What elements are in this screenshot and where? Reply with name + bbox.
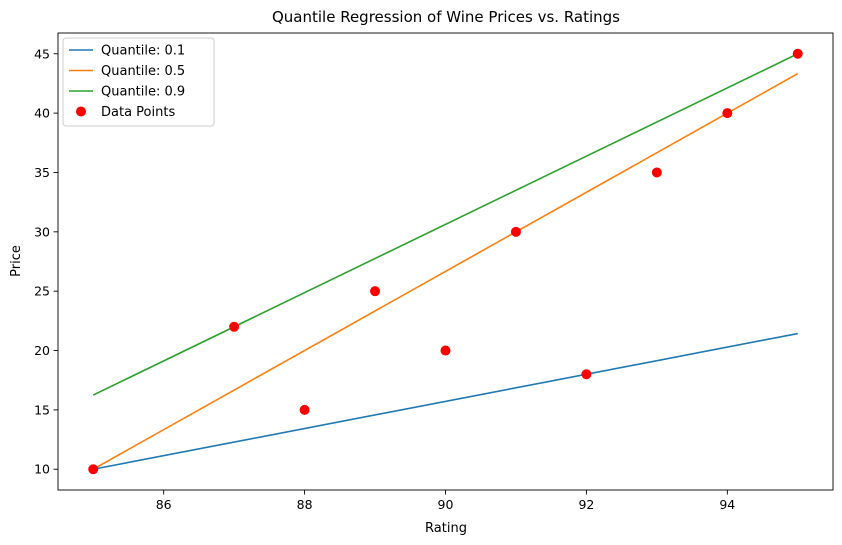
data-point — [88, 464, 99, 475]
data-point — [722, 108, 733, 119]
legend-entry-2: Quantile: 0.9 — [101, 85, 185, 100]
y-tick-label: 10 — [34, 462, 50, 477]
y-tick-label: 45 — [34, 46, 50, 61]
legend-swatch-data-points — [76, 106, 86, 117]
data-point — [229, 321, 240, 332]
x-tick-label: 86 — [156, 497, 172, 512]
series-line-0 — [93, 332, 798, 471]
x-tick-label: 94 — [719, 497, 735, 512]
series-line-1 — [92, 72, 799, 470]
data-point — [370, 286, 381, 297]
chart-title: Quantile Regression of Wine Prices vs. R… — [272, 8, 620, 26]
y-tick-label: 25 — [34, 284, 50, 299]
x-axis-label: Rating — [425, 521, 467, 536]
data-point — [440, 345, 451, 356]
x-axis-ticks: 86 88 90 92 94 — [156, 490, 735, 512]
x-tick-label: 88 — [297, 497, 313, 512]
y-tick-label: 30 — [34, 224, 50, 239]
y-axis-ticks: 10 15 20 25 30 35 40 45 — [34, 46, 58, 477]
series-line-2 — [92, 53, 799, 396]
y-tick-label: 40 — [34, 106, 50, 121]
y-tick-label: 35 — [34, 165, 50, 180]
legend: Quantile: 0.1 Quantile: 0.5 Quantile: 0.9 D… — [62, 37, 215, 127]
x-tick-label: 90 — [438, 497, 454, 512]
y-axis-label: Price — [9, 245, 24, 277]
data-point — [510, 226, 521, 237]
plot-area — [57, 32, 834, 491]
data-point — [299, 404, 310, 415]
x-tick-label: 92 — [578, 497, 594, 512]
legend-entry-1: Quantile: 0.5 — [101, 64, 185, 79]
data-point — [792, 48, 803, 59]
data-point — [581, 369, 592, 380]
y-tick-label: 20 — [34, 343, 50, 358]
data-point — [651, 167, 662, 178]
legend-box — [62, 37, 215, 127]
legend-entry-data-points: Data Points — [101, 105, 175, 120]
legend-entry-0: Quantile: 0.1 — [101, 44, 185, 59]
y-tick-label: 15 — [34, 402, 50, 417]
